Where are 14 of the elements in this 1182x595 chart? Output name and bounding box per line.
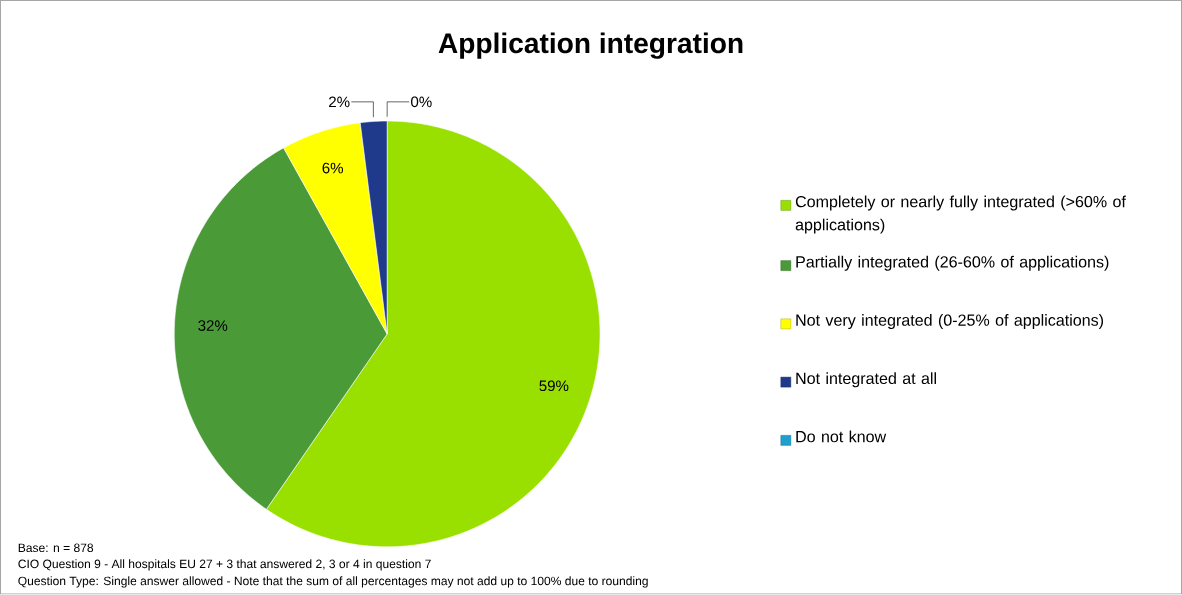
text: CIO Question 9 - All hospitals EU 27 + 3 that answered 2, 3 or 4 in question 7 xyxy=(18,559,431,571)
legend-label: Not integrated at all xyxy=(796,372,936,388)
legend-label: Partially integrated (26-60% of applications) xyxy=(796,256,1109,271)
text: Question Type: Single answer allowed - Note that the sum of all percentages may not add up to 100% due to rounding xyxy=(18,576,648,588)
legend-label: Not very integrated (0-25% of applications) xyxy=(796,314,1104,330)
legend-label: Completely or nearly fully integrated (>60% of applications) xyxy=(795,195,1126,234)
data-label: 59% xyxy=(539,380,569,392)
data-label: 32% xyxy=(198,320,228,332)
text: Base: n = 878 xyxy=(18,543,94,553)
legend-label: Do not know xyxy=(796,430,887,443)
data-label: 2% xyxy=(329,96,350,108)
text: 0% xyxy=(411,96,432,108)
data-label: 6% xyxy=(322,162,344,174)
chart-title: Application integration xyxy=(438,32,743,60)
